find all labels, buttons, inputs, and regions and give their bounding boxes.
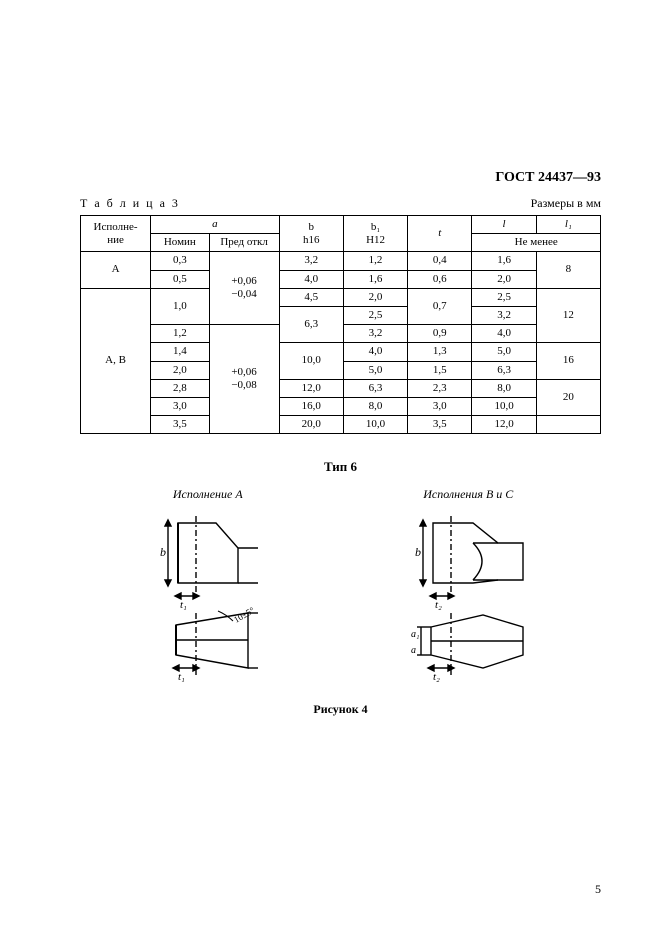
table-row: 3,520,010,03,512,0 (81, 416, 601, 434)
table-row: A, B1,04,52,00,72,512 (81, 288, 601, 306)
hdr-notless: Не менее (472, 234, 601, 252)
cell-nomin: 2,8 (151, 379, 209, 397)
cell-b1: 8,0 (343, 397, 407, 415)
hdr-a: a (151, 216, 280, 234)
table-row: 1,410,04,01,35,016 (81, 343, 601, 361)
figure-a-label: Исполнение А (138, 487, 278, 502)
figures-row: Исполнение А b (80, 487, 601, 688)
cell-pred: +0,06 −0,08 (209, 325, 279, 434)
svg-text:b: b (415, 545, 421, 559)
cell-b1: 1,2 (343, 252, 407, 270)
figure-bc-col: Исполнения В и С b t₂ (393, 487, 543, 688)
hdr-b: b h16 (279, 216, 343, 252)
cell-t: 0,7 (408, 288, 472, 324)
cell-b1: 10,0 (343, 416, 407, 434)
page: ГОСТ 24437—93 Т а б л и ц а 3 Размеры в … (0, 0, 661, 935)
cell-l1: 12 (536, 288, 600, 343)
cell-nomin: 2,0 (151, 361, 209, 379)
cell-b1: 4,0 (343, 343, 407, 361)
svg-text:10±5°: 10±5° (232, 605, 256, 625)
cell-b1: 1,6 (343, 270, 407, 288)
cell-l1: 20 (536, 379, 600, 415)
cell-b: 4,5 (279, 288, 343, 306)
table-caption-row: Т а б л и ц а 3 Размеры в мм (80, 196, 601, 211)
cell-l: 1,6 (472, 252, 536, 270)
cell-t: 3,0 (408, 397, 472, 415)
table-row: 2,812,06,32,38,020 (81, 379, 601, 397)
cell-b: 3,2 (279, 252, 343, 270)
spec-table: Исполне- ние a b h16 b₁ H12 t l l₁ Номин… (80, 215, 601, 434)
hdr-execution: Исполне- ние (81, 216, 151, 252)
cell-l1 (536, 416, 600, 434)
table-body: A0,3+0,06 −0,043,21,20,41,680,54,01,60,6… (81, 252, 601, 434)
figure-a-svg: b t₁ (138, 508, 278, 688)
cell-b1: 2,0 (343, 288, 407, 306)
cell-l: 2,0 (472, 270, 536, 288)
cell-t: 0,9 (408, 325, 472, 343)
cell-t: 1,5 (408, 361, 472, 379)
cell-b: 20,0 (279, 416, 343, 434)
cell-nomin: 0,5 (151, 270, 209, 288)
cell-t: 3,5 (408, 416, 472, 434)
hdr-l1: l₁ (536, 216, 600, 234)
figure-bc-label: Исполнения В и С (393, 487, 543, 502)
cell-ex: A, B (81, 288, 151, 434)
cell-t: 0,4 (408, 252, 472, 270)
svg-text:t₁: t₁ (178, 671, 185, 683)
cell-t: 0,6 (408, 270, 472, 288)
cell-b1: 2,5 (343, 306, 407, 324)
cell-l: 2,5 (472, 288, 536, 306)
table-row: 3,016,08,03,010,0 (81, 397, 601, 415)
cell-nomin: 1,4 (151, 343, 209, 361)
cell-l: 8,0 (472, 379, 536, 397)
table-number: Т а б л и ц а 3 (80, 196, 180, 211)
cell-pred: +0,06 −0,04 (209, 252, 279, 325)
document-code: ГОСТ 24437—93 (80, 170, 601, 186)
cell-b: 16,0 (279, 397, 343, 415)
cell-l: 10,0 (472, 397, 536, 415)
hdr-nomin: Номин (151, 234, 209, 252)
cell-ex: A (81, 252, 151, 288)
cell-b: 10,0 (279, 343, 343, 379)
hdr-pred: Пред откл (209, 234, 279, 252)
page-number: 5 (595, 882, 601, 897)
cell-nomin: 3,0 (151, 397, 209, 415)
hdr-b1: b₁ H12 (343, 216, 407, 252)
hdr-l: l (472, 216, 536, 234)
cell-nomin: 1,0 (151, 288, 209, 324)
cell-nomin: 1,2 (151, 325, 209, 343)
cell-l: 5,0 (472, 343, 536, 361)
svg-text:b: b (160, 545, 166, 559)
figure-bc-svg: b t₂ a₁ a (393, 508, 543, 688)
cell-l: 3,2 (472, 306, 536, 324)
svg-text:t₂: t₂ (435, 599, 442, 611)
figure-caption: Рисунок 4 (80, 702, 601, 717)
cell-nomin: 3,5 (151, 416, 209, 434)
svg-text:t₁: t₁ (180, 599, 187, 611)
svg-text:t₂: t₂ (433, 671, 440, 683)
cell-l: 12,0 (472, 416, 536, 434)
svg-text:a₁: a₁ (411, 629, 419, 640)
table-head: Исполне- ние a b h16 b₁ H12 t l l₁ Номин… (81, 216, 601, 252)
cell-l1: 8 (536, 252, 600, 288)
cell-b1: 6,3 (343, 379, 407, 397)
cell-b1: 5,0 (343, 361, 407, 379)
cell-b: 12,0 (279, 379, 343, 397)
dimensions-note: Размеры в мм (531, 196, 601, 211)
svg-text:a: a (411, 645, 416, 656)
cell-b: 4,0 (279, 270, 343, 288)
table-row: A0,3+0,06 −0,043,21,20,41,68 (81, 252, 601, 270)
cell-nomin: 0,3 (151, 252, 209, 270)
cell-b1: 3,2 (343, 325, 407, 343)
cell-t: 2,3 (408, 379, 472, 397)
hdr-t: t (408, 216, 472, 252)
cell-l: 6,3 (472, 361, 536, 379)
cell-l1: 16 (536, 343, 600, 379)
cell-t: 1,3 (408, 343, 472, 361)
figure-a-col: Исполнение А b (138, 487, 278, 688)
cell-b: 6,3 (279, 306, 343, 342)
table-row: 0,5 4,01,60,62,0 (81, 270, 601, 288)
type-title: Тип 6 (80, 459, 601, 475)
cell-l: 4,0 (472, 325, 536, 343)
